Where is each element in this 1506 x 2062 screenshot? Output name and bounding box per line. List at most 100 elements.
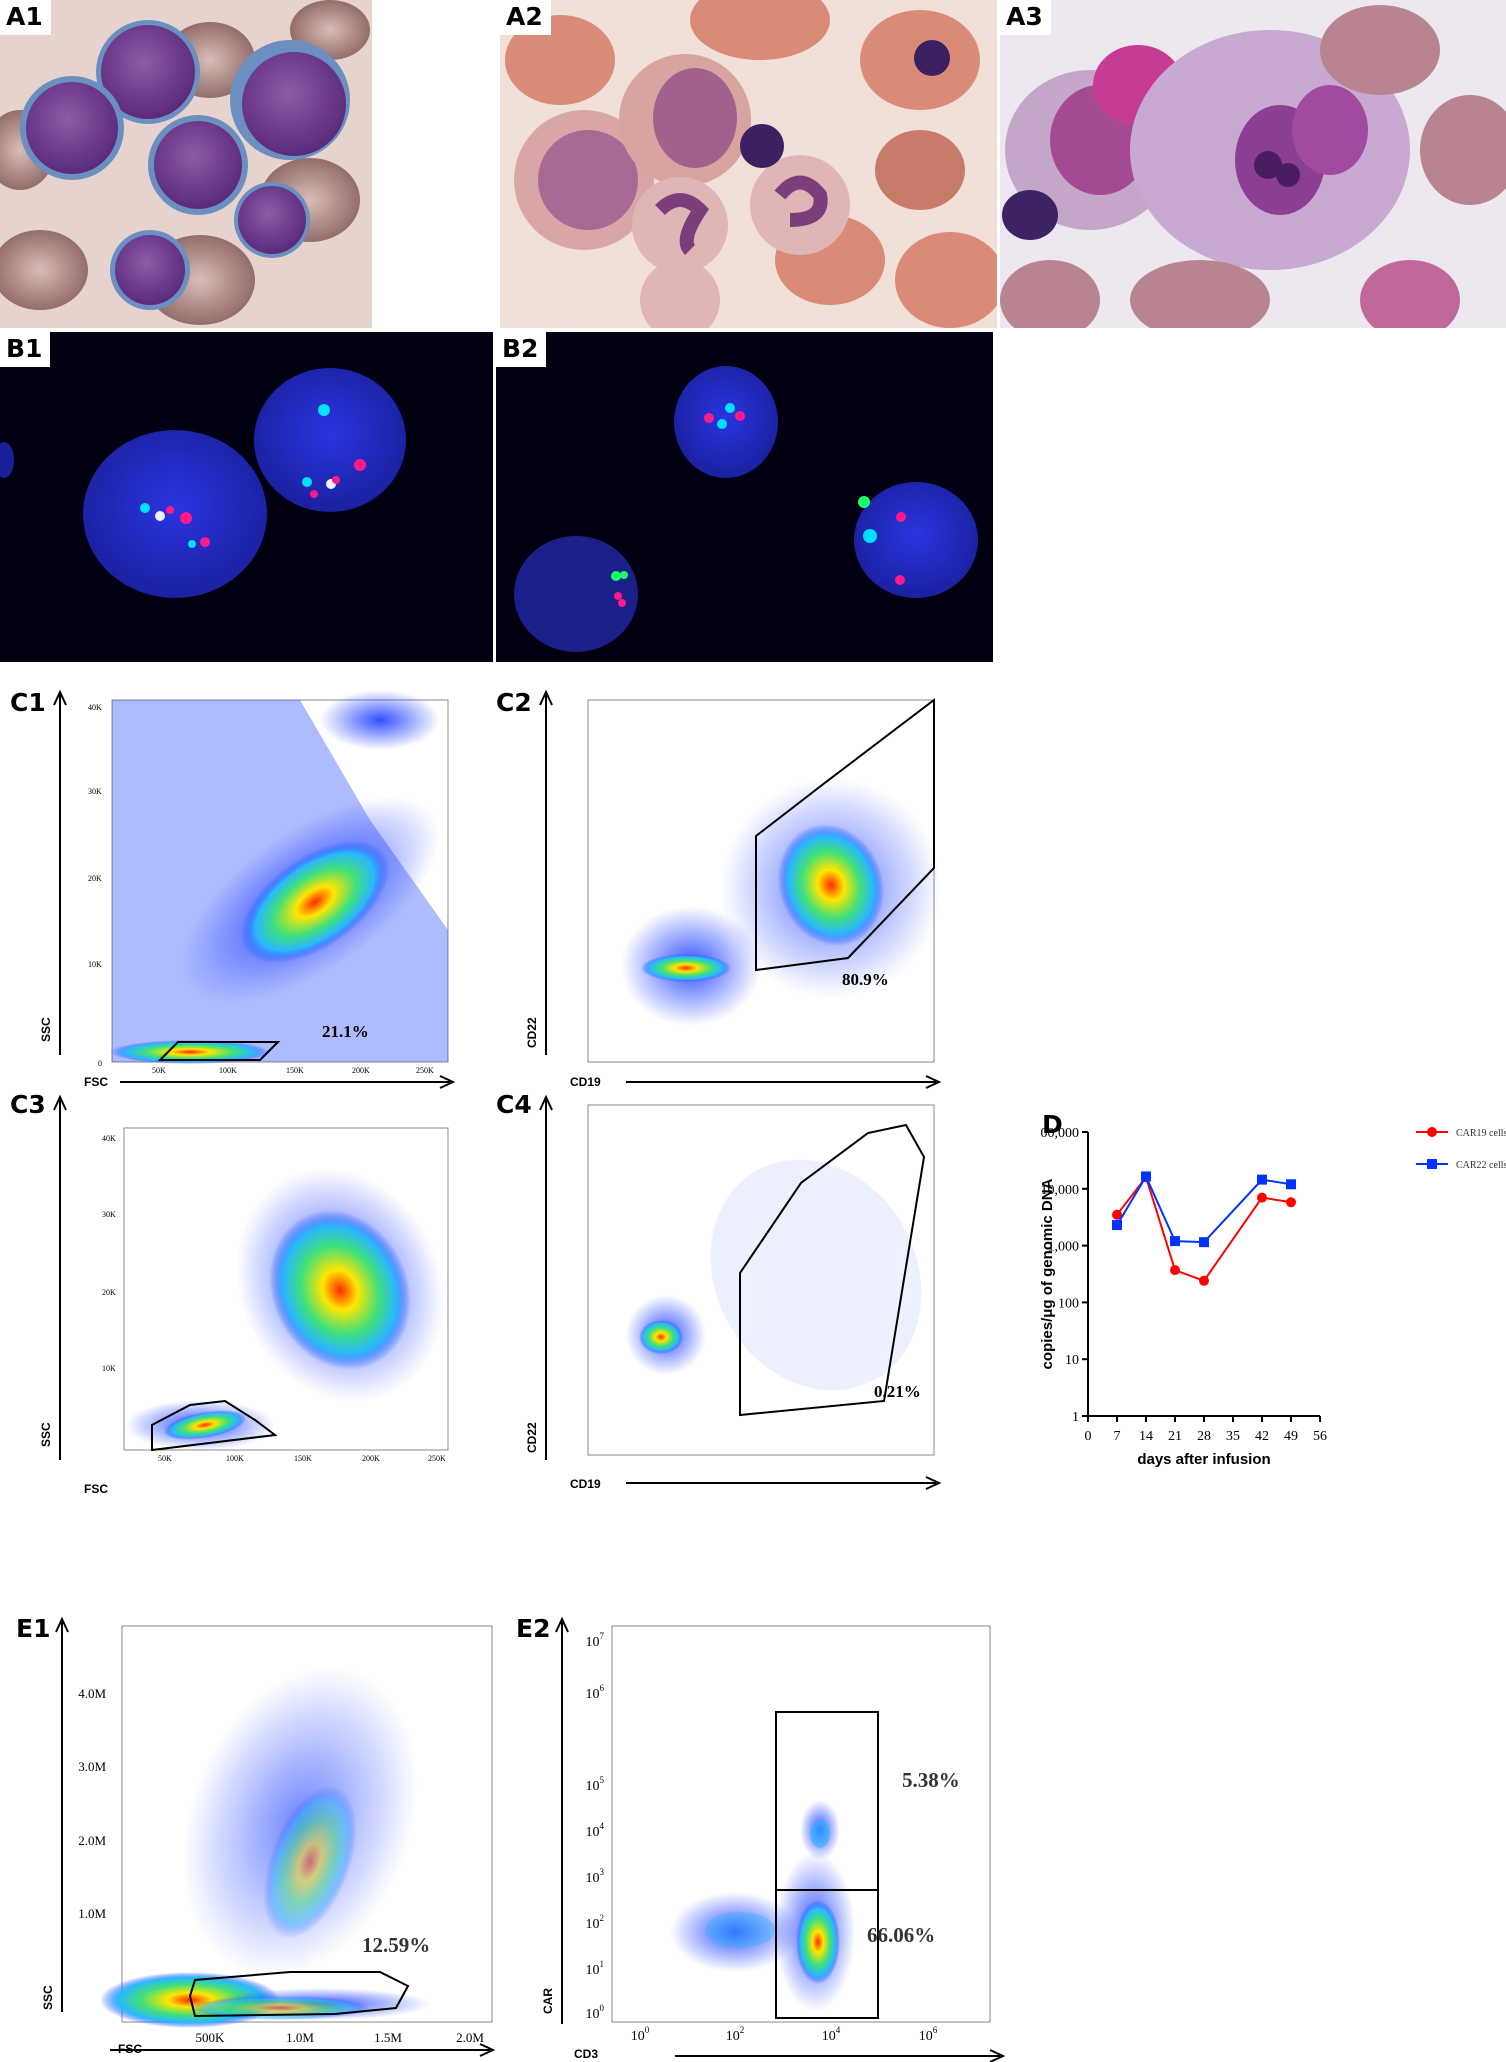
flow-plot-c4: CD22 CD19 0.21%	[526, 1094, 942, 1491]
svg-text:20K: 20K	[88, 874, 102, 883]
svg-text:30K: 30K	[88, 787, 102, 796]
svg-text:4.0M: 4.0M	[78, 1686, 106, 1701]
y-axis-label: SSC	[40, 1017, 53, 1042]
data-point	[1257, 1174, 1267, 1185]
y-tick-labels: 40K 30K 20K 10K	[102, 1134, 116, 1373]
x-tick-label: 14	[1139, 1429, 1153, 1444]
x-tick-label: 21	[1168, 1429, 1182, 1444]
gate-lymphocytes	[188, 1971, 410, 2018]
y-tick-label: 100,000	[1040, 1126, 1079, 1141]
x-tick-labels: 100 102 104 106	[631, 2025, 938, 2044]
x-tick-label: 42	[1255, 1429, 1269, 1444]
x-tick-label: 49	[1284, 1429, 1298, 1444]
gate-percentage-lower: 66.06%	[867, 1923, 935, 1947]
y-tick-labels: 4.0M 3.0M 2.0M 1.0M	[78, 1686, 106, 1921]
scatter-population	[670, 1800, 855, 2012]
x-axis-label: days after infusion	[1137, 1451, 1270, 1468]
svg-text:100K: 100K	[226, 1454, 244, 1463]
x-tick-label: 7	[1114, 1429, 1121, 1444]
data-point	[1199, 1275, 1209, 1286]
y-tick-label: 100	[1058, 1296, 1079, 1311]
data-point	[1199, 1237, 1209, 1248]
svg-text:101: 101	[586, 1959, 605, 1978]
svg-text:107: 107	[586, 1631, 605, 1650]
gate-percentage: 12.59%	[362, 1933, 430, 1957]
svg-text:100K: 100K	[219, 1066, 237, 1075]
series-line	[1116, 1174, 1292, 1244]
svg-text:10K: 10K	[88, 960, 102, 969]
panel-label: A1	[0, 0, 51, 35]
y-axis-label: SSC	[41, 1985, 55, 2010]
x-tick-label: 0	[1085, 1429, 1092, 1444]
panel-label: A3	[1000, 0, 1051, 35]
svg-text:1.0M: 1.0M	[286, 2030, 314, 2045]
y-tick-label: 1,000	[1048, 1240, 1080, 1255]
panel-b1: B1	[0, 332, 493, 662]
panel-a1: A1	[0, 0, 372, 328]
x-tick-labels: 50K 100K 150K 200K 250K	[152, 1066, 434, 1075]
x-tick-label: 35	[1226, 1429, 1240, 1444]
y-tick-label: 1	[1072, 1410, 1079, 1425]
legend-label: CAR19 cells	[1456, 1128, 1506, 1139]
gate-car-negative	[775, 1889, 879, 2019]
svg-text:250K: 250K	[416, 1066, 434, 1075]
svg-text:40K: 40K	[102, 1134, 116, 1143]
svg-text:20K: 20K	[102, 1288, 116, 1297]
svg-text:50K: 50K	[158, 1454, 172, 1463]
y-axis-label: copies/μg of genomic DNA	[1040, 1178, 1056, 1369]
y-tick-label: 10	[1065, 1353, 1079, 1368]
fish-image-b1	[0, 368, 406, 598]
data-point	[1286, 1179, 1296, 1190]
x-axis-label: CD19	[570, 1477, 601, 1491]
panel-label: A2	[500, 0, 551, 35]
data-point	[1112, 1220, 1122, 1231]
gate-percentage: 21.1%	[322, 1022, 369, 1041]
svg-text:250K: 250K	[428, 1454, 446, 1463]
y-axis-label: CAR	[541, 1988, 555, 2014]
svg-text:102: 102	[726, 2025, 745, 2044]
data-point	[1286, 1197, 1296, 1208]
legend-marker	[1427, 1127, 1437, 1137]
panel-b2: B2	[496, 332, 993, 662]
scatter-population	[110, 690, 448, 1064]
svg-text:200K: 200K	[352, 1066, 370, 1075]
micrograph-a1	[0, 0, 370, 325]
y-tick-labels: 100 101 102 103 104 105 106 107	[586, 1631, 605, 2022]
data-point	[1257, 1192, 1267, 1203]
panel-label: C3	[10, 1090, 46, 1119]
svg-text:102: 102	[586, 1913, 605, 1932]
svg-text:1.0M: 1.0M	[78, 1906, 106, 1921]
svg-text:150K: 150K	[286, 1066, 304, 1075]
gate-percentage: 80.9%	[842, 970, 889, 989]
panel-a2: A2	[500, 0, 997, 328]
svg-text:104: 104	[586, 1821, 605, 1840]
micrograph-a3	[1000, 5, 1506, 328]
gate-cd19-cd22	[755, 697, 935, 972]
x-tick-label: 56	[1313, 1429, 1327, 1444]
svg-text:2.0M: 2.0M	[78, 1833, 106, 1848]
fish-image-b2	[514, 366, 978, 652]
svg-text:106: 106	[919, 2025, 938, 2044]
x-axis-label: CD19	[570, 1075, 601, 1089]
x-axis-label: FSC	[84, 1482, 108, 1496]
svg-text:2.0M: 2.0M	[456, 2030, 484, 2045]
flow-plot-e1: SSC FSC 12.59% 4.0M 3.0M 2.0M 1.0M 500K …	[41, 1616, 496, 2057]
svg-text:50K: 50K	[152, 1066, 166, 1075]
flow-plot-e2: CAR CD3 5.38% 66.06% 100 101 102 103 104…	[541, 1616, 1006, 2062]
y-tick-label: 10,000	[1041, 1183, 1080, 1198]
panel-label: B2	[496, 332, 547, 367]
y-tick-labels: 40K 30K 20K 10K	[88, 703, 102, 969]
data-point	[1141, 1171, 1151, 1182]
micrograph-a2	[505, 0, 997, 328]
svg-text:150K: 150K	[294, 1454, 312, 1463]
svg-text:103: 103	[586, 1867, 605, 1886]
chart-car-copies: 100,000 10,000 1,000 100 10 10 7 14 21 28 35 42 49 56…	[1040, 1126, 1506, 1468]
panel-label: C1	[10, 688, 46, 717]
panel-label: D	[1042, 1110, 1063, 1139]
y-axis-label: CD22	[526, 1017, 539, 1048]
svg-text:105: 105	[586, 1775, 605, 1794]
flow-plot-c1: SSC FSC 21.1% 0 40K 30K 20K 10K 50K 100K…	[40, 689, 456, 1089]
flow-plot-c2: CD22 CD19 80.9%	[526, 689, 942, 1089]
y-axis-label: SSC	[40, 1422, 53, 1447]
svg-text:104: 104	[822, 2025, 841, 2044]
